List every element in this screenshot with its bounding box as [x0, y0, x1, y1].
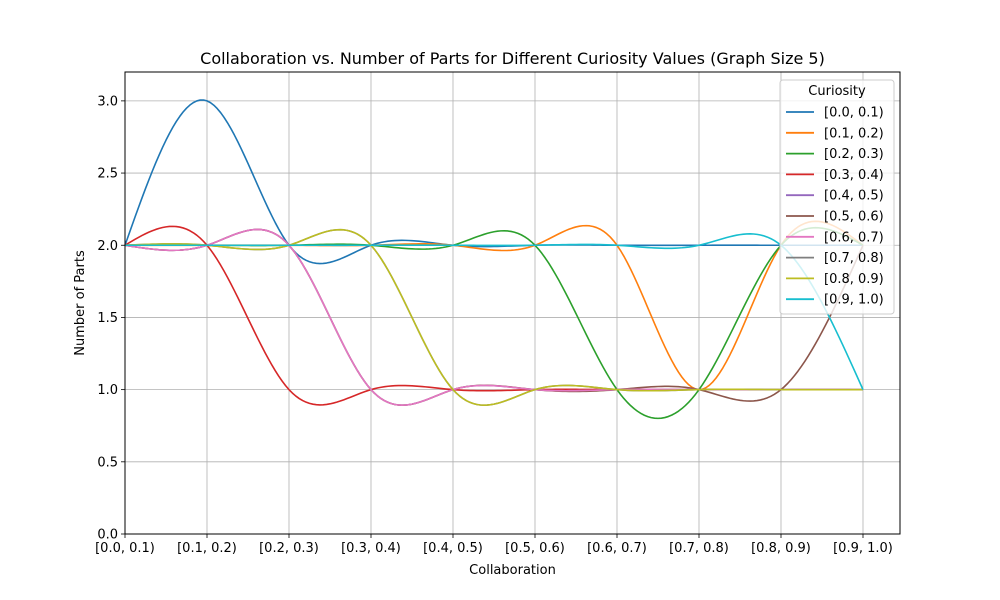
y-tick-label: 2.5	[97, 167, 118, 182]
x-tick-label: [0.3, 0.4)	[341, 541, 401, 556]
series-lines	[124, 99, 864, 420]
legend: Curiosity [0.0, 0.1) [0.1, 0.2) [0.2, 0.3)…	[779, 79, 895, 315]
x-tick-label: [0.8, 0.9)	[751, 541, 811, 556]
legend-entry: [0.9, 1.0)	[824, 293, 884, 308]
y-tick-label: 1.0	[97, 383, 118, 398]
y-tick-label: 2.0	[97, 239, 118, 254]
x-tick-label: [0.1, 0.2)	[177, 541, 237, 556]
chart-title: Collaboration vs. Number of Parts for Di…	[200, 49, 825, 68]
axis-ticks: [0.0, 0.1) [0.1, 0.2) [0.2, 0.3) [0.3, 0.4)…	[95, 94, 893, 556]
y-tick-label: 3.0	[97, 94, 118, 109]
plot-frame	[124, 71, 901, 535]
x-tick-label: [0.5, 0.6)	[505, 541, 565, 556]
legend-items: [0.0, 0.1) [0.1, 0.2) [0.2, 0.3) [0.3, 0.4)…	[786, 106, 884, 308]
y-tick-label: 0.5	[97, 455, 118, 470]
legend-entry: [0.1, 0.2)	[824, 126, 884, 141]
legend-entry: [0.3, 0.4)	[824, 168, 884, 183]
series-line	[124, 228, 864, 406]
legend-title: Curiosity	[808, 84, 866, 99]
x-tick-label: [0.7, 0.8)	[669, 541, 729, 556]
x-tick-label: [0.2, 0.3)	[259, 541, 319, 556]
legend-entry: [0.7, 0.8)	[824, 251, 884, 266]
x-axis-label: Collaboration	[469, 563, 556, 578]
legend-entry: [0.2, 0.3)	[824, 147, 884, 162]
y-tick-label: 0.0	[97, 528, 118, 543]
legend-entry: [0.4, 0.5)	[824, 189, 884, 204]
legend-entry: [0.8, 0.9)	[824, 272, 884, 287]
legend-entry: [0.6, 0.7)	[824, 230, 884, 245]
legend-entry: [0.0, 0.1)	[824, 106, 884, 121]
x-tick-label: [0.6, 0.7)	[587, 541, 647, 556]
series-line	[124, 99, 863, 265]
x-tick-label: [0.9, 1.0)	[833, 541, 893, 556]
y-axis-label: Number of Parts	[73, 250, 88, 356]
x-tick-label: [0.4, 0.5)	[423, 541, 483, 556]
series-line	[125, 233, 864, 390]
y-tick-label: 1.5	[97, 311, 118, 326]
legend-box	[779, 79, 895, 315]
legend-entry: [0.5, 0.6)	[824, 210, 884, 225]
x-tick-label: [0.0, 0.1)	[95, 541, 155, 556]
